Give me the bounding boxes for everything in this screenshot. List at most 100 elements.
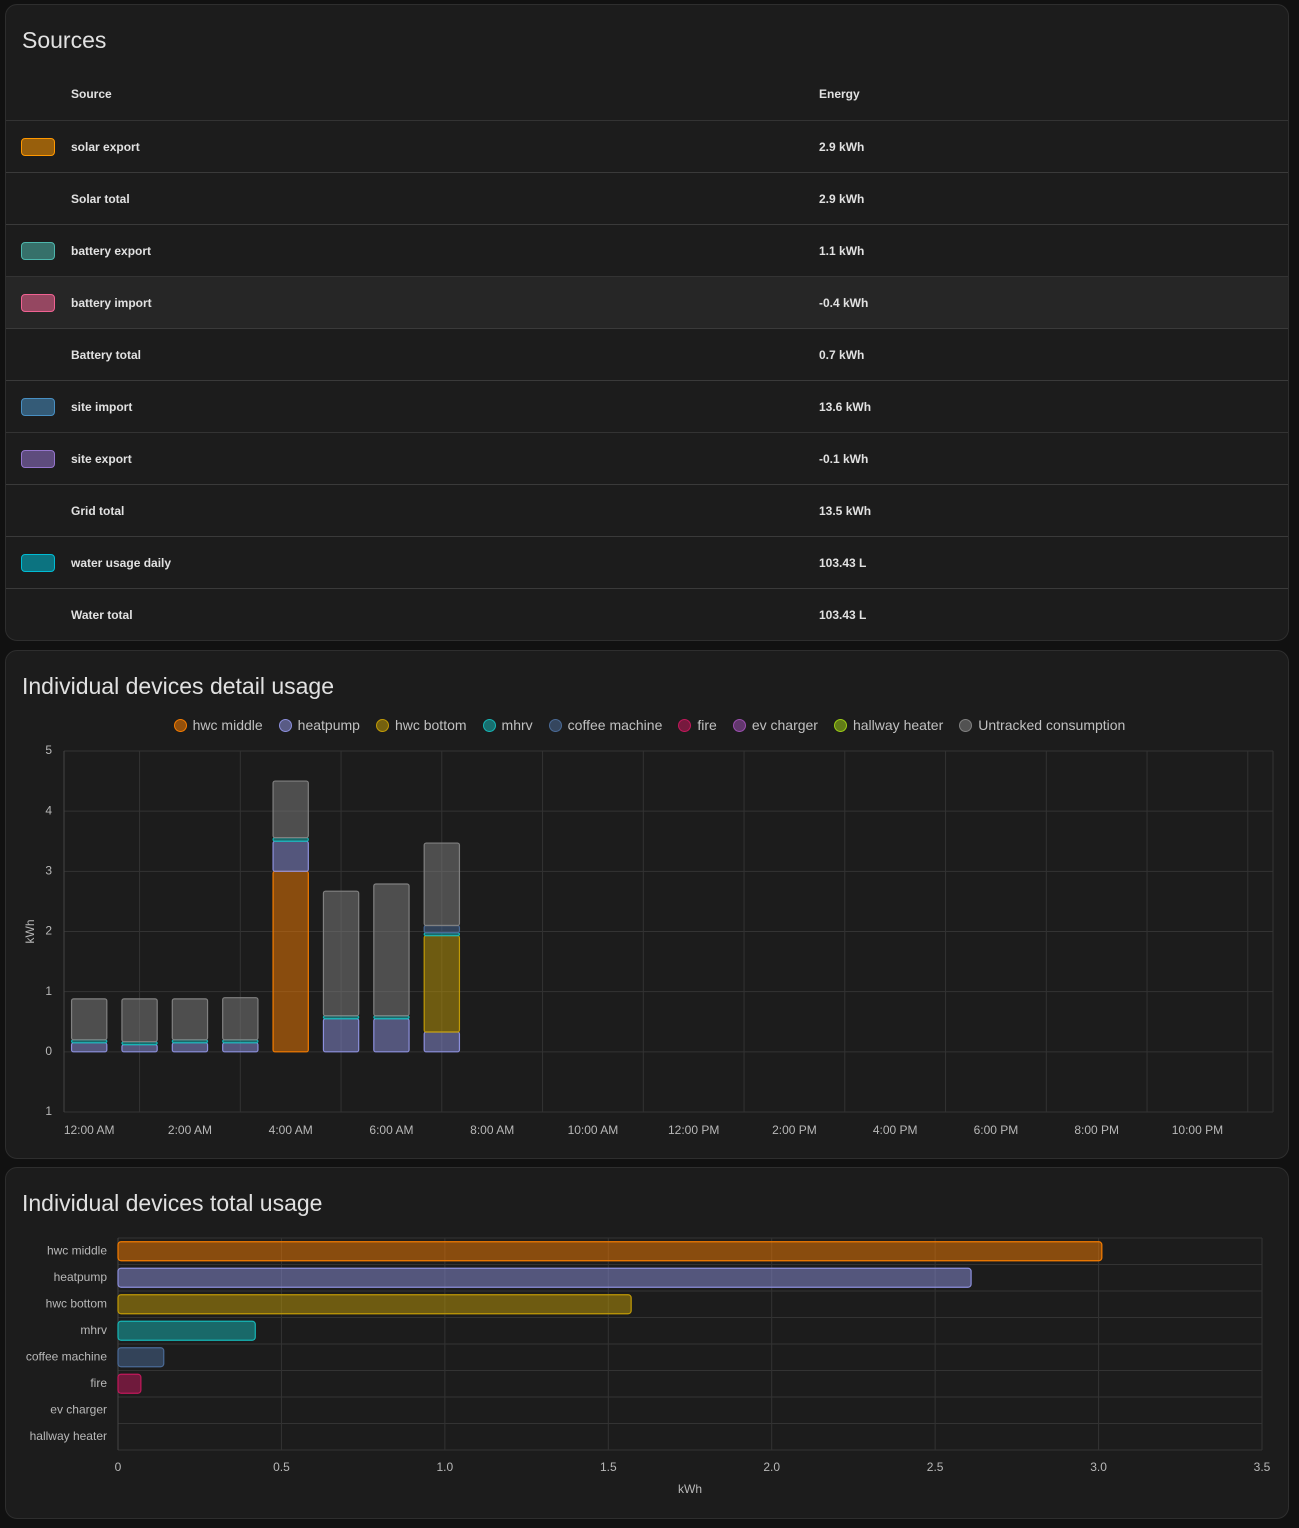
legend-item[interactable]: hallway heater xyxy=(833,717,944,733)
legend-label: coffee machine xyxy=(567,717,663,733)
legend-dot xyxy=(173,718,187,732)
source-name: Battery total xyxy=(71,347,142,362)
y-tick-label: coffee machine xyxy=(26,1349,107,1363)
bar-segment xyxy=(171,1042,209,1053)
bar xyxy=(117,1373,142,1394)
card-title: Individual devices total usage xyxy=(22,1190,323,1216)
legend-item[interactable]: hwc bottom xyxy=(375,717,467,733)
legend-item[interactable]: heatpump xyxy=(278,717,360,733)
color-swatch xyxy=(21,293,55,312)
source-name: site export xyxy=(71,451,132,466)
x-tick-label: 3.0 xyxy=(1090,1460,1107,1474)
x-tick-label: 2:00 PM xyxy=(772,1123,817,1137)
source-name: solar export xyxy=(71,139,140,154)
sources-table: Source Energy solar export 2.9 kWh Solar tot… xyxy=(6,67,1288,640)
color-swatch xyxy=(21,241,55,260)
x-tick-label: 3.5 xyxy=(1254,1460,1271,1474)
x-tick-label: 8:00 PM xyxy=(1074,1123,1119,1137)
y-tick-label: hwc middle xyxy=(47,1243,107,1257)
x-tick-label: 8:00 AM xyxy=(470,1123,514,1137)
legend-item[interactable]: fire xyxy=(678,717,717,733)
legend-item[interactable]: hwc middle xyxy=(173,717,263,733)
energy-value: 0.7 kWh xyxy=(819,347,865,362)
color-swatch xyxy=(21,449,55,468)
y-tick-label: 1 xyxy=(45,984,52,998)
bar-segment xyxy=(121,998,158,1043)
bar-segment xyxy=(171,998,209,1041)
bar xyxy=(117,1241,1103,1262)
bar-segment xyxy=(222,1042,259,1053)
plot-area: 0 0.5 1.0 1.5 2.0 2.5 3.0 3.5 kWh hwc middle heatp… xyxy=(26,1237,1271,1496)
y-tick-label: heatpump xyxy=(54,1270,108,1284)
legend-item[interactable]: coffee machine xyxy=(548,717,663,733)
x-tick-label: 2.5 xyxy=(927,1460,944,1474)
legend-item[interactable]: ev charger xyxy=(732,717,818,733)
color-swatch xyxy=(21,397,55,416)
y-axis-label: kWh xyxy=(23,920,37,944)
x-tick-label: 4:00 PM xyxy=(873,1123,918,1137)
legend-item[interactable]: Untracked consumption xyxy=(959,717,1125,733)
bar-segment xyxy=(121,1044,158,1053)
legend-dot xyxy=(678,718,692,732)
bar-segment xyxy=(423,924,461,934)
y-tick-label: ev charger xyxy=(50,1402,107,1416)
bar xyxy=(117,1294,632,1315)
x-tick-label: 10:00 AM xyxy=(568,1123,619,1137)
legend-dot xyxy=(548,718,562,732)
energy-value: -0.1 kWh xyxy=(819,451,869,466)
source-row: battery import -0.4 kWh xyxy=(6,276,1288,328)
legend-label: hwc middle xyxy=(192,717,263,733)
bar-segment xyxy=(423,1031,461,1053)
column-header: Energy xyxy=(819,86,860,101)
y-tick-label: 5 xyxy=(45,743,52,757)
bar-segment xyxy=(322,890,360,1017)
energy-value: 103.43 L xyxy=(819,555,867,570)
y-tick-label: hwc bottom xyxy=(46,1296,107,1310)
x-tick-label: 6:00 AM xyxy=(369,1123,413,1137)
energy-value: -0.4 kWh xyxy=(819,295,869,310)
y-tick-label: 2 xyxy=(45,924,52,938)
source-name: site import xyxy=(71,399,133,414)
x-tick-label: 0 xyxy=(115,1460,122,1474)
column-header: Source xyxy=(71,86,112,101)
bar xyxy=(117,1347,165,1368)
color-swatch xyxy=(21,137,55,156)
bar-segment xyxy=(70,998,108,1041)
source-name: water usage daily xyxy=(71,555,172,570)
source-name: battery export xyxy=(71,243,152,258)
source-row: water usage daily 103.43 L xyxy=(6,536,1288,588)
source-name: Solar total xyxy=(71,191,130,206)
source-name: Grid total xyxy=(71,503,125,518)
x-tick-label: 10:00 PM xyxy=(1172,1123,1223,1137)
x-tick-label: 2.0 xyxy=(763,1460,780,1474)
x-tick-label: 2:00 AM xyxy=(168,1123,212,1137)
legend-label: fire xyxy=(697,717,717,733)
bar-segment xyxy=(423,842,461,927)
source-name: Water total xyxy=(71,607,133,622)
bar-segment xyxy=(272,870,309,1053)
x-axis-label: kWh xyxy=(678,1482,702,1496)
total-row: Grid total 13.5 kWh xyxy=(6,484,1288,536)
card-title: Sources xyxy=(22,27,107,53)
y-tick-label: 4 xyxy=(45,803,52,817)
source-row: solar export 2.9 kWh xyxy=(6,120,1288,172)
bar-segment xyxy=(423,935,461,1033)
legend-dot xyxy=(833,718,847,732)
bar xyxy=(117,1320,256,1341)
legend-dot xyxy=(959,718,973,732)
bar-segment xyxy=(272,780,309,839)
legend-label: hallway heater xyxy=(852,717,944,733)
bar-segment xyxy=(70,1042,108,1053)
y-tick-label: 0 xyxy=(45,1044,52,1058)
color-swatch xyxy=(21,553,55,572)
legend-dot xyxy=(482,718,496,732)
y-tick-label: mhrv xyxy=(80,1323,107,1337)
source-row: site import 13.6 kWh xyxy=(6,380,1288,432)
energy-value: 13.6 kWh xyxy=(819,399,872,414)
bar-segment xyxy=(322,1018,360,1053)
legend-label: mhrv xyxy=(501,717,533,733)
bar xyxy=(117,1267,972,1288)
x-tick-label: 12:00 PM xyxy=(668,1123,719,1137)
legend-item[interactable]: mhrv xyxy=(482,717,533,733)
y-tick-label: 3 xyxy=(45,864,52,878)
